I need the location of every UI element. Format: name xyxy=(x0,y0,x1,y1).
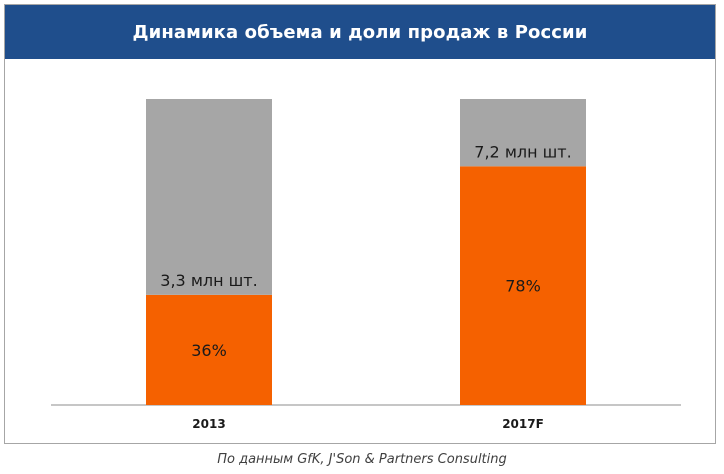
bar-2013-segment-1 xyxy=(146,294,272,405)
chart-frame: Динамика объема и доли продаж в России 3… xyxy=(4,4,716,444)
source-note: По данным GfK, J'Son & Partners Consulti… xyxy=(217,452,507,467)
data-label-volume-2013: 3,3 млн шт. xyxy=(160,271,257,290)
data-label-share-2013: 36% xyxy=(191,341,227,360)
data-label-share-2017F: 78% xyxy=(505,277,541,296)
bar-2013-segment-2 xyxy=(146,99,272,295)
chart-title: Динамика объема и доли продаж в России xyxy=(5,5,715,59)
bar-2017F-segment-1 xyxy=(460,166,586,405)
x-tick-label-2013: 2013 xyxy=(192,417,225,431)
bar-2017F-segment-2 xyxy=(460,99,586,167)
plot-area: 36% 3,3 млн шт. 2013 78% 7,2 млн шт. 2017F xyxy=(51,99,681,431)
data-label-volume-2017F: 7,2 млн шт. xyxy=(474,142,571,161)
x-tick-label-2017F: 2017F xyxy=(502,417,544,431)
